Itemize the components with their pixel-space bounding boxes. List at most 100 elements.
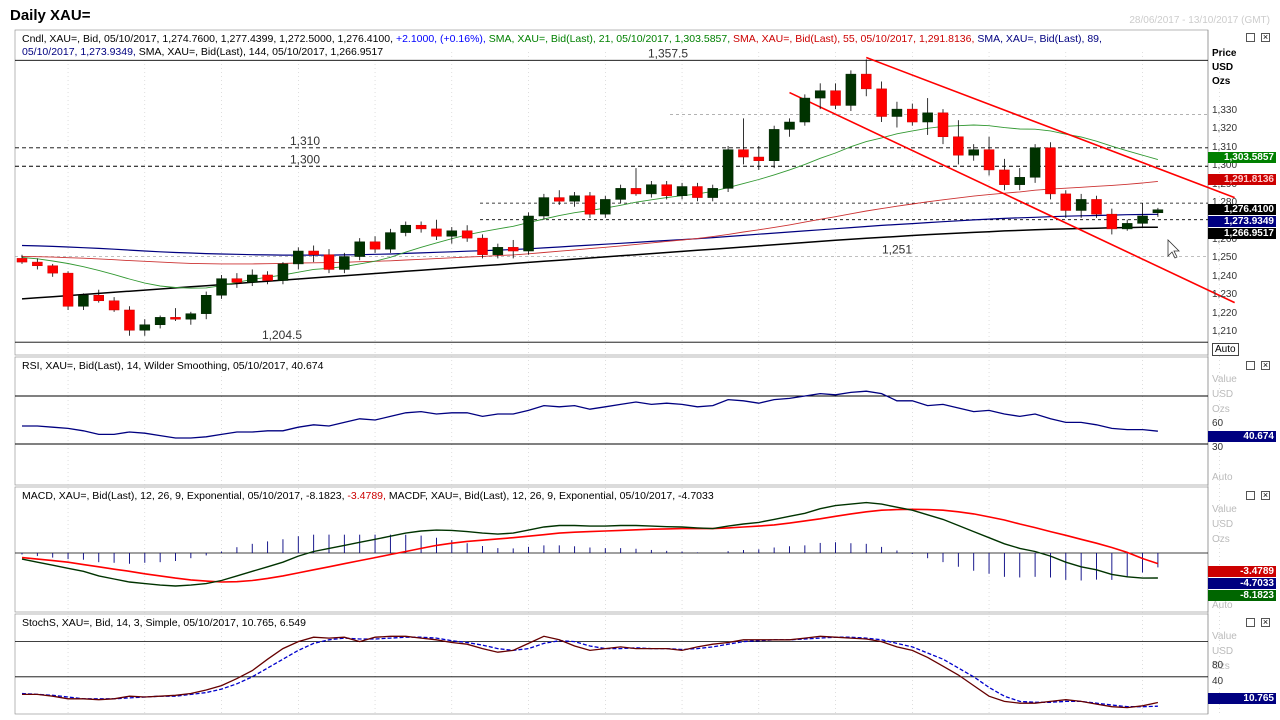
candle-up [354,241,365,257]
macd-line-tag: -8.1823 [1208,590,1276,601]
candle-up [569,195,580,202]
price-tick-label: 1,300 [1212,160,1238,172]
macd-auto-label: Auto [1212,600,1233,611]
candle-up [385,232,396,250]
rsi-legend: RSI, XAU=, Bid(Last), 14, Wilder Smoothi… [22,360,323,372]
rsi-panel-maximize-button[interactable] [1246,361,1255,370]
rsi-tick-30: 30 [1212,442,1224,453]
candle-down [983,149,995,171]
candle-up [600,199,611,215]
mouse-cursor-icon [1167,239,1180,259]
candle-up [154,317,166,325]
candle-up [676,186,688,196]
level-label: 1,204.5 [262,328,302,342]
stoch-legend-segment: StochS, XAU=, Bid, 14, 3, Simple, 05/10/… [22,617,306,629]
candle-up [492,247,504,255]
price-axis-header-1: Price [1212,48,1237,59]
candle-up [1075,199,1087,211]
macd-hist-tag: -4.7033 [1208,578,1276,589]
macd-panel-frame [14,486,1209,613]
rsi-value-header: Value [1212,374,1237,385]
candle-down [584,195,596,215]
candle-up [968,149,979,156]
candle-down [953,136,964,156]
candle-down [16,258,28,263]
macd-legend-segment: MACD, XAU=, Bid(Last), 12, 26, 9, Expone… [22,490,348,502]
candle-up [707,188,718,198]
price-tick-label: 1,230 [1212,289,1238,301]
price-tick-label: 1,320 [1212,123,1238,135]
macd-ozs-header: Ozs [1212,534,1230,545]
candle-down [1060,193,1072,211]
candle-up [768,129,780,161]
candle-up [139,324,151,331]
price-tick-label: 1,250 [1212,252,1238,264]
candle-down [507,247,519,252]
rsi-panel-close-button[interactable]: × [1261,360,1270,370]
trend-line [789,91,1235,304]
rsi-tag: 40.674 [1208,431,1276,442]
candle-down [692,186,703,198]
rsi-tick-60: 60 [1212,418,1224,429]
candle-up [339,256,350,270]
candle-up [446,230,458,237]
candle-down [738,149,749,158]
candle-down [415,224,427,230]
macd-legend: MACD, XAU=, Bid(Last), 12, 26, 9, Expone… [22,490,714,502]
price_line1-legend-segment: SMA, XAU=, Bid(Last), 89, [977,33,1102,45]
candle-up [891,108,903,117]
stoch-tick-40: 40 [1212,676,1224,687]
level-label: 1,251 [882,243,912,257]
auto-scale-button[interactable]: Auto [1212,343,1239,356]
price-panel-close-button[interactable]: × [1261,32,1270,42]
stoch-panel-close-button[interactable]: × [1261,617,1270,627]
macd-panel-close-button[interactable]: × [1261,490,1270,500]
candle-down [630,188,642,195]
level-label: 1,357.5 [648,46,688,60]
candle-up [646,184,657,195]
candle-down [937,112,949,138]
stoch-panel-maximize-button[interactable] [1246,618,1255,627]
candle-down [231,278,243,283]
price-axis-header-3: Ozs [1212,76,1231,87]
price_line1-legend-segment: Cndl, XAU=, Bid, 05/10/2017, 1,274.7600,… [22,33,396,45]
candle-up [523,215,534,252]
candle-down [323,254,335,270]
price-tick-label: 1,330 [1212,104,1238,116]
candle-up [615,188,626,200]
candle-down [876,88,887,117]
sma144-tag: 1,266.9517 [1208,228,1276,239]
candle-up [538,197,550,217]
candle-up [1137,215,1148,224]
price-tick-label: 1,260 [1212,233,1238,245]
candle-down [477,237,488,255]
candle-down [861,73,872,90]
candle-down [108,300,120,311]
macd-panel-maximize-button[interactable] [1246,491,1255,500]
sma144-line [21,226,1158,300]
candle-up [200,294,212,314]
candle-down [1106,213,1118,230]
candle-down [47,265,58,274]
candle-up [185,313,197,320]
candle-up [216,278,227,296]
price-panel-maximize-button[interactable] [1246,33,1255,42]
candle-up [1014,177,1025,185]
rsi-usd-header: USD [1212,389,1234,400]
sma55-tag: 1,291.8136 [1208,174,1276,185]
candle-up [784,121,795,130]
candle-up [400,224,411,233]
date-range-label: 28/06/2017 - 13/10/2017 (GMT) [1129,15,1270,26]
macd-legend-segment: -3.4789, [347,490,389,502]
stoch-ozs-header: Ozs [1212,661,1230,672]
sma21-tag: 1,303.5857 [1208,152,1276,163]
candle-up [1152,209,1164,214]
price-tick-label: 1,240 [1212,270,1238,282]
macd-signal-line [21,508,1159,583]
stoch-tag: 10.765 [1208,693,1276,704]
price-legend-line1: Cndl, XAU=, Bid, 05/10/2017, 1,274.7600,… [22,33,1102,45]
candle-down [661,184,672,196]
candle-down [999,169,1010,185]
level-label: 1,310 [290,134,320,148]
price_line1-legend-segment: SMA, XAU=, Bid(Last), 55, 05/10/2017, 1,… [733,33,978,45]
